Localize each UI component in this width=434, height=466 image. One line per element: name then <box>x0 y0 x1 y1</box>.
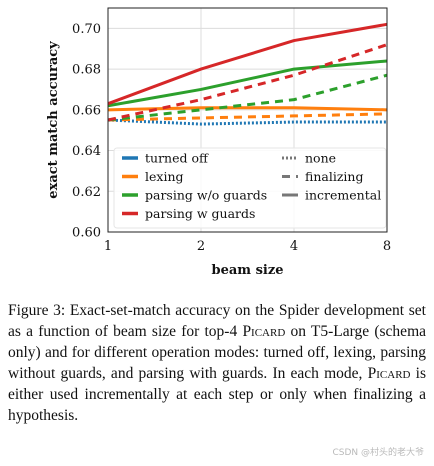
legend-label: parsing w/o guards <box>145 188 267 203</box>
series-line <box>107 22 388 106</box>
y-tick-label: 0.60 <box>72 226 101 241</box>
x-axis-label: beam size <box>212 263 284 278</box>
legend: turned off lexing parsing w/o guards parsin… <box>113 147 387 229</box>
legend-label: turned off <box>145 151 209 166</box>
series-line <box>107 73 388 122</box>
x-tick-label: 1 <box>104 239 112 254</box>
caption-picard-2: Picard <box>367 365 411 382</box>
legend-label: finalizing <box>305 169 363 184</box>
series-line <box>107 59 388 108</box>
legend-label: none <box>305 151 336 166</box>
legend-box <box>113 147 387 229</box>
caption-part-1: Figure 3: Exact-set-match accuracy on th… <box>8 302 426 340</box>
caption-part-2: on T5-Large (schema only) and for differ… <box>8 323 426 382</box>
series-line <box>107 43 388 122</box>
caption-part-3: is either used incrementally at each ste… <box>8 365 427 424</box>
series-line <box>107 112 388 122</box>
y-axis-label: exact match accuracy <box>46 41 61 199</box>
y-tick-label: 0.66 <box>72 103 101 118</box>
y-tick-label: 0.68 <box>72 63 101 78</box>
legend-label: parsing w guards <box>145 206 255 221</box>
legend-label: incremental <box>305 188 381 203</box>
x-tick-label: 8 <box>383 239 391 254</box>
y-tick-label: 0.64 <box>72 144 101 159</box>
y-tick-label: 0.70 <box>72 22 101 37</box>
series-layer <box>107 22 388 126</box>
legend-label: lexing <box>145 169 184 184</box>
x-tick-label: 2 <box>197 239 205 254</box>
y-tick-label: 0.62 <box>72 185 101 200</box>
tick-labels: 0.60 0.62 0.64 0.66 0.68 0.70 1 2 4 8 <box>72 22 391 254</box>
plot-frame <box>107 7 388 233</box>
caption-picard-1: Picard <box>242 323 286 340</box>
x-tick-label: 4 <box>290 239 298 254</box>
watermark: CSDN @村头的老大爷 <box>332 448 424 458</box>
figure-caption: Figure 3: Exact-set-match accuracy on th… <box>8 300 426 426</box>
chart: 0.60 0.62 0.64 0.66 0.68 0.70 1 2 4 8 beam size e… <box>46 7 391 278</box>
series-line <box>107 118 387 126</box>
